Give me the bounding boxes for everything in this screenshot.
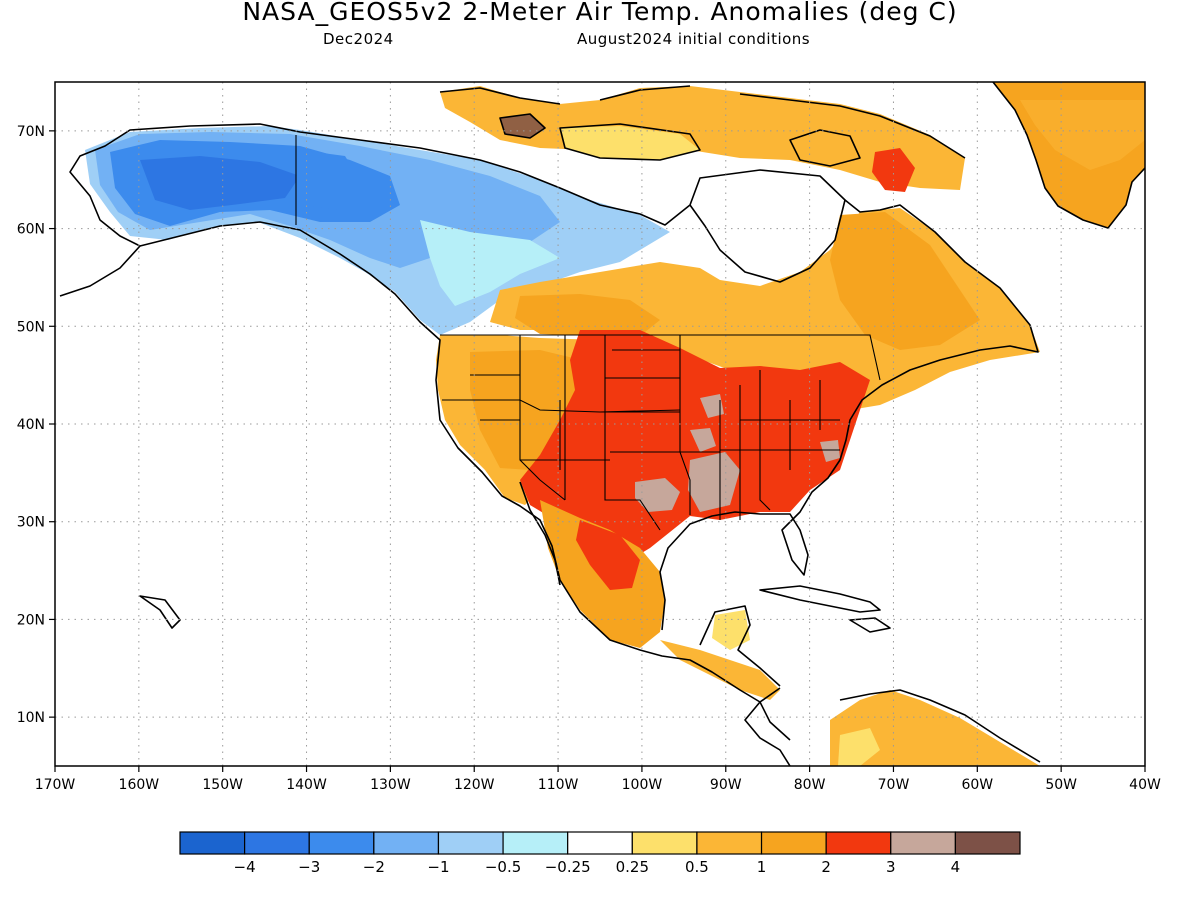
- colorbar-label: −0.25: [545, 858, 591, 876]
- init-conditions-label: August2024 initial conditions: [577, 30, 811, 48]
- colorbar-label: 3: [886, 858, 896, 876]
- lon-tick-label: 100W: [622, 777, 663, 793]
- colorbar-segment: [696, 831, 763, 855]
- colorbar-label: 0.5: [685, 858, 709, 876]
- colorbar-label: 2: [821, 858, 831, 876]
- lon-tick-label: 170W: [35, 777, 76, 793]
- longitude-axis: 170W 160W 150W 140W 130W 120W 110W 100W 90W 80W 70…: [35, 766, 1161, 793]
- colorbar-segment: [567, 831, 633, 855]
- map-title: NASA_GEOS5v2 2-Meter Air Temp. Anomalies…: [242, 0, 958, 26]
- lon-tick-label: 80W: [794, 777, 826, 793]
- lon-tick-label: 60W: [961, 777, 993, 793]
- lon-tick-label: 140W: [286, 777, 327, 793]
- lon-tick-label: 110W: [538, 777, 579, 793]
- lat-tick-label: 20N: [17, 612, 45, 628]
- northern-edge-anomaly: [420, 220, 560, 306]
- lat-tick-label: 60N: [17, 222, 45, 238]
- lon-tick-label: 120W: [454, 777, 495, 793]
- lon-tick-label: 150W: [202, 777, 243, 793]
- colorbar-label: 1: [757, 858, 767, 876]
- colorbar-segment: [437, 831, 504, 855]
- valid-month-label: Dec2024: [323, 30, 394, 48]
- south-america-light-anomaly: [838, 728, 880, 766]
- colorbar-label: −3: [298, 858, 320, 876]
- coastlines: [59, 82, 1145, 766]
- colorbar-segment: [179, 831, 246, 855]
- colorbar-label: −2: [363, 858, 385, 876]
- colorbar-segment: [308, 831, 375, 855]
- anomaly-field: [59, 82, 1145, 766]
- lon-tick-label: 90W: [710, 777, 742, 793]
- arctic-light-anomaly: [560, 126, 700, 160]
- quebec-anomaly: [830, 212, 980, 350]
- lon-tick-label: 160W: [119, 777, 160, 793]
- colorbar-segment: [890, 831, 956, 855]
- lat-tick-label: 10N: [17, 710, 45, 726]
- arctic-brown-anomaly: [500, 114, 545, 138]
- baffin-warm-anomaly: [872, 148, 915, 192]
- hot-patch-midwest: [700, 394, 724, 418]
- colorbar-segment: [502, 831, 569, 855]
- colorbar-segment: [954, 831, 1021, 855]
- lat-tick-label: 50N: [17, 319, 45, 335]
- us-warm-anomaly: [520, 330, 870, 560]
- colorbar-label: 4: [951, 858, 961, 876]
- lon-tick-label: 40W: [1129, 777, 1161, 793]
- hot-patch-carolina: [820, 440, 840, 462]
- yukon-anomaly: [296, 150, 360, 210]
- hudson-bay: [690, 170, 845, 282]
- colorbar-segment: [825, 831, 892, 855]
- colorbar-label: −4: [234, 858, 256, 876]
- lat-tick-label: 30N: [17, 515, 45, 531]
- colorbar-segment: [373, 831, 440, 855]
- alaska-core-anomaly: [140, 156, 300, 210]
- colorbar-label: −1: [427, 858, 449, 876]
- political-borders: [295, 135, 881, 531]
- lon-tick-label: 70W: [878, 777, 910, 793]
- latitude-axis: 70N 60N 50N 40N 30N 20N 10N: [17, 124, 55, 726]
- greenland-inner-anomaly: [1020, 100, 1145, 170]
- colorbar-segment: [244, 831, 310, 855]
- lat-tick-label: 70N: [17, 124, 45, 140]
- colorbar-label: 0.25: [616, 858, 649, 876]
- colorbar: [179, 831, 1021, 855]
- south-america-anomaly: [830, 690, 1040, 766]
- hot-patch-mississippi: [688, 452, 740, 512]
- central-america-anomaly: [660, 640, 780, 700]
- lon-tick-label: 130W: [370, 777, 411, 793]
- lon-tick-label: 50W: [1045, 777, 1077, 793]
- mexico-hot-anomaly: [576, 520, 640, 590]
- colorbar-labels: −4 −3 −2 −1 −0.5 −0.25 0.25 0.5 1 2 3 4: [234, 858, 961, 876]
- prairie-anomaly: [515, 294, 660, 336]
- colorbar-label: −0.5: [485, 858, 521, 876]
- colorbar-segment: [760, 831, 827, 855]
- colorbar-segment: [631, 831, 698, 855]
- yucatan-anomaly: [712, 610, 750, 650]
- lat-tick-label: 40N: [17, 417, 45, 433]
- arctic-islands-anomaly: [440, 86, 965, 190]
- hot-patch-missouri: [690, 428, 716, 452]
- hot-patch-texas: [635, 478, 680, 512]
